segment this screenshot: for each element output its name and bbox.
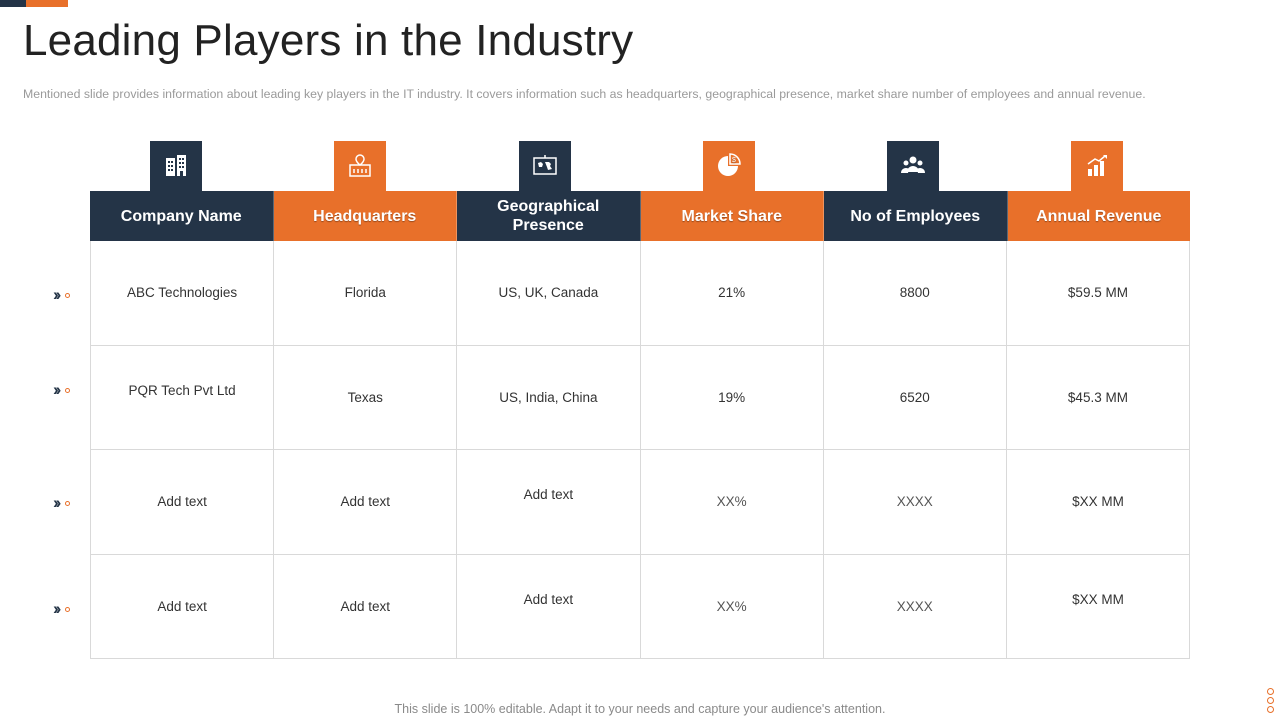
company-name-cell: ABC Technologies <box>91 241 275 345</box>
side-dots-decoration <box>1267 688 1274 713</box>
table-row: Add text Add text Add text XX% XXXX $XX … <box>91 450 1189 555</box>
table-body: ABC Technologies Florida US, UK, Canada … <box>91 241 1189 659</box>
building-icon <box>150 141 202 191</box>
page-title: Leading Players in the Industry <box>23 16 634 65</box>
geographical-presence-cell: Add text <box>457 450 641 554</box>
corner-accent-orange <box>26 0 68 7</box>
headquarters-pin-icon <box>334 141 386 191</box>
pie-chart-dollar-icon: $ <box>703 141 755 191</box>
double-chevron-icon: ›› <box>53 599 62 618</box>
circle-dot-icon <box>65 606 71 612</box>
headquarters-cell: Texas <box>274 345 458 449</box>
corner-accent-dark <box>0 0 26 7</box>
market-share-cell: XX% <box>641 450 824 554</box>
headquarters-cell: Add text <box>274 554 458 659</box>
dot-icon <box>1267 697 1274 704</box>
header-headquarters: Headquarters <box>273 191 457 241</box>
people-group-icon <box>887 141 939 191</box>
market-share-cell: 21% <box>641 241 824 345</box>
headquarters-cell: Florida <box>274 241 458 345</box>
row-marker: ›› <box>53 380 83 399</box>
annual-revenue-cell: $45.3 MM <box>1067 389 1128 405</box>
row-marker: ›› <box>53 599 83 618</box>
market-share-cell: 19% <box>641 345 824 449</box>
employees-cell: XXXX <box>824 450 1007 554</box>
employees-cell: 6520 <box>824 345 1007 449</box>
header-market-share: Market Share <box>640 191 824 241</box>
annual-revenue-cell: $XX MM <box>1072 592 1124 608</box>
svg-text:$: $ <box>732 157 736 164</box>
world-map-icon <box>519 141 571 191</box>
geographical-presence-cell: US, India, China <box>457 345 641 449</box>
dot-icon <box>1267 706 1274 713</box>
dot-icon <box>1267 688 1274 695</box>
header-geographical-presence: Geographical Presence <box>457 191 641 241</box>
double-chevron-icon: ›› <box>53 380 62 399</box>
circle-dot-icon <box>65 387 71 393</box>
company-name-cell: Add text <box>91 450 275 554</box>
employees-cell: 8800 <box>824 241 1007 345</box>
annual-revenue-cell: $XX MM <box>1072 494 1124 510</box>
table-row: Add text Add text Add text XX% XXXX $XX … <box>91 554 1189 659</box>
circle-dot-icon <box>65 500 71 506</box>
header-geographical-presence-label: Geographical Presence <box>497 198 600 234</box>
page-subtitle: Mentioned slide provides information abo… <box>23 87 1146 101</box>
annual-revenue-cell: $59.5 MM <box>1067 285 1128 301</box>
footer-note: This slide is 100% editable. Adapt it to… <box>394 702 886 716</box>
double-chevron-icon: ›› <box>53 493 62 512</box>
company-name-cell: PQR Tech Pvt Ltd <box>91 345 275 449</box>
row-marker: ›› <box>53 493 83 512</box>
header-no-of-employees: No of Employees <box>824 191 1008 241</box>
market-share-cell: XX% <box>641 554 824 659</box>
headquarters-cell: Add text <box>274 450 458 554</box>
table-row: ABC Technologies Florida US, UK, Canada … <box>91 241 1189 346</box>
geographical-presence-cell: US, UK, Canada <box>457 241 641 345</box>
employees-cell: XXXX <box>824 554 1007 659</box>
circle-dot-icon <box>65 292 71 298</box>
growth-chart-icon <box>1071 141 1123 191</box>
row-marker: ›› <box>53 285 83 304</box>
company-name-cell: Add text <box>91 554 275 659</box>
table-row: PQR Tech Pvt Ltd Texas US, India, China … <box>91 345 1189 450</box>
double-chevron-icon: ›› <box>53 285 62 304</box>
table-header: Company Name Headquarters Geographical P… <box>90 191 1190 241</box>
header-company-name: Company Name <box>90 191 274 241</box>
header-annual-revenue: Annual Revenue <box>1007 191 1190 241</box>
geographical-presence-cell: Add text <box>457 554 641 659</box>
players-table: Company Name Headquarters Geographical P… <box>90 191 1190 659</box>
